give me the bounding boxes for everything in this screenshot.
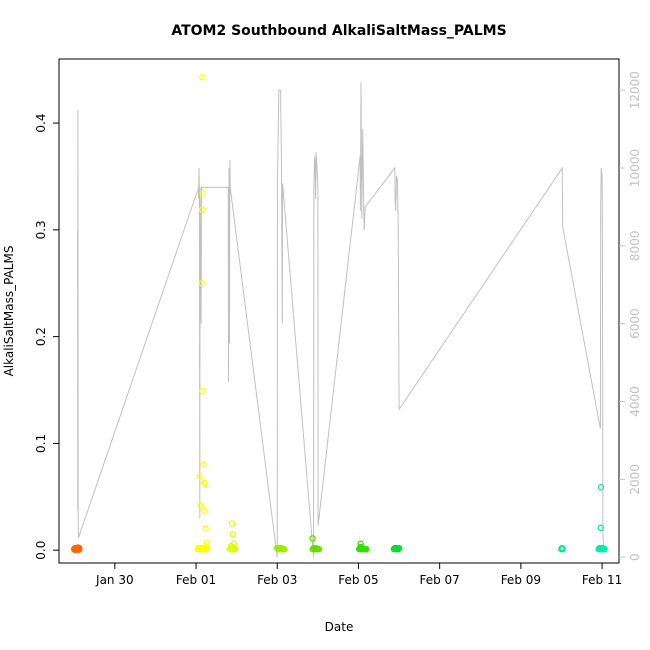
data-point bbox=[201, 480, 209, 488]
data-point bbox=[559, 545, 566, 553]
data-point bbox=[200, 461, 207, 469]
data-point bbox=[357, 543, 364, 551]
x-tick-label: Feb 11 bbox=[582, 573, 622, 587]
chart-title: ATOM2 Southbound AlkaliSaltMass_PALMS bbox=[171, 23, 506, 39]
y-tick-label: 0.2 bbox=[34, 327, 48, 346]
data-point bbox=[395, 544, 403, 552]
y-axis-title: AlkaliSaltMass_PALMS bbox=[2, 246, 16, 377]
x-axis: Jan 30 Feb 01 Feb 03 Feb 05 Feb 07 Feb 09 Feb … bbox=[95, 563, 622, 587]
y2-axis: 0 2000 4000 6000 8000 10000 12000 bbox=[619, 71, 642, 561]
data-point bbox=[357, 540, 364, 548]
x-tick-label: Feb 07 bbox=[419, 573, 459, 587]
data-point bbox=[201, 545, 209, 553]
data-point bbox=[203, 539, 211, 546]
data-point bbox=[199, 387, 206, 395]
y2-tick-label: 2000 bbox=[628, 464, 642, 495]
y-tick-label: 0.1 bbox=[34, 434, 48, 453]
y-tick-label: 0.0 bbox=[34, 541, 48, 560]
x-tick-label: Feb 03 bbox=[257, 573, 297, 587]
x-tick-label: Jan 30 bbox=[95, 573, 134, 587]
secondary-line-layer bbox=[77, 82, 605, 558]
y-tick-label: 0.4 bbox=[34, 114, 48, 133]
y2-tick-label: 6000 bbox=[628, 308, 642, 339]
data-point bbox=[229, 530, 237, 538]
points-layer bbox=[70, 73, 608, 553]
y2-tick-label: 10000 bbox=[628, 149, 642, 187]
y2-tick-label: 0 bbox=[628, 553, 642, 561]
data-point bbox=[200, 507, 208, 514]
x-tick-label: Feb 01 bbox=[176, 573, 216, 587]
data-point bbox=[200, 479, 208, 487]
data-point bbox=[315, 545, 322, 553]
plot-frame bbox=[58, 58, 620, 564]
data-point bbox=[597, 483, 605, 491]
data-point bbox=[202, 525, 209, 533]
data-point bbox=[309, 535, 316, 542]
data-point bbox=[228, 520, 236, 527]
y-tick-label: 0.3 bbox=[34, 220, 48, 239]
y-axis: 0.0 0.1 0.2 0.3 0.4 bbox=[34, 114, 59, 560]
data-point bbox=[394, 545, 402, 553]
data-point bbox=[75, 546, 83, 553]
data-point bbox=[597, 524, 604, 532]
data-point bbox=[197, 502, 204, 509]
data-point bbox=[196, 473, 203, 480]
x-tick-label: Feb 05 bbox=[338, 573, 378, 587]
y2-tick-label: 12000 bbox=[628, 71, 642, 109]
data-point bbox=[601, 545, 608, 553]
data-point bbox=[280, 545, 288, 553]
data-point bbox=[199, 190, 207, 197]
data-point bbox=[362, 545, 370, 553]
data-point bbox=[198, 206, 206, 213]
data-point bbox=[228, 544, 236, 552]
x-tick-label: Feb 09 bbox=[501, 573, 541, 587]
y2-tick-label: 8000 bbox=[628, 231, 642, 262]
x-axis-title: Date bbox=[325, 620, 354, 634]
data-point bbox=[198, 279, 205, 287]
data-point bbox=[199, 73, 206, 81]
secondary-series-line bbox=[77, 82, 605, 558]
y2-tick-label: 4000 bbox=[628, 386, 642, 417]
